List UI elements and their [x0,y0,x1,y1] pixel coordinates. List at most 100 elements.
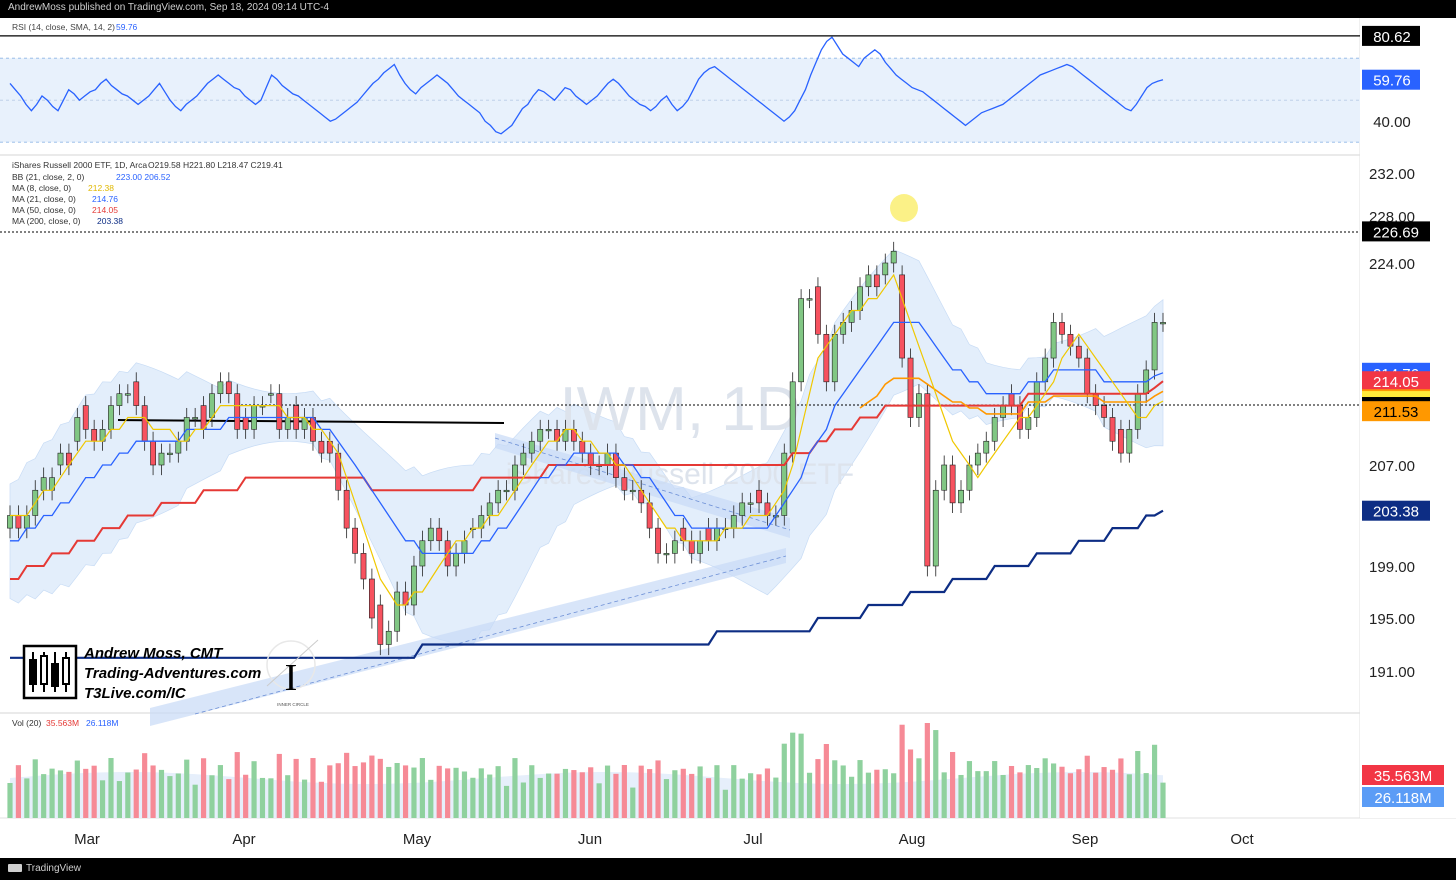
candle[interactable] [57,443,64,476]
candle[interactable] [1075,336,1082,368]
candle[interactable] [343,480,350,539]
candle[interactable] [865,265,872,297]
candle[interactable] [924,384,931,577]
candle[interactable] [427,518,434,551]
candle[interactable] [806,289,813,309]
candle[interactable] [225,372,232,404]
candle[interactable] [495,480,502,513]
candle[interactable] [234,384,241,439]
high-highlight-marker[interactable] [890,194,918,222]
volume-bar [285,775,291,818]
candle[interactable] [974,443,981,476]
candle[interactable] [503,480,510,501]
volume-bar [41,774,47,818]
price-axis[interactable]: 80.6259.7640.00232.00228.00224.00207.001… [1360,18,1456,818]
candle[interactable] [394,581,401,642]
candle[interactable] [747,492,754,513]
candle[interactable] [352,518,358,564]
candle[interactable] [385,620,392,656]
candle[interactable] [520,443,527,476]
volume-bar [882,769,888,818]
wedge-lower-midline[interactable] [194,555,787,715]
rsi-pane[interactable]: RSI (14, close, SMA, 14, 2) 59.76 [0,22,1360,143]
volume-ma-area [10,772,1163,818]
candle[interactable] [1059,312,1065,344]
candle[interactable] [621,467,628,501]
candle[interactable] [360,543,367,590]
candle-body [377,604,384,645]
candle[interactable] [1151,312,1158,380]
wedge-upper-band[interactable] [495,433,790,538]
candle[interactable] [124,384,131,404]
candle[interactable] [411,555,417,616]
candle[interactable] [116,384,123,416]
candle-body [385,630,392,645]
candle[interactable] [1118,419,1124,463]
candle[interactable] [1025,407,1032,439]
time-axis[interactable]: Mar Apr May Jun Jul Aug Sep Oct [74,831,1254,848]
volume-bar [975,771,981,818]
candle[interactable] [1126,419,1133,463]
candle[interactable] [932,480,939,577]
candle[interactable] [369,568,375,629]
candles-group[interactable] [7,241,1166,656]
candle[interactable] [949,455,956,513]
candle[interactable] [739,492,746,526]
candle[interactable] [798,289,804,392]
wedge-upper-midline[interactable] [494,437,791,531]
volume-bar [1143,773,1149,818]
volume-pane[interactable]: Vol (20) 35.563M 26.118M [7,718,1166,818]
candle[interactable] [537,419,544,451]
candle[interactable] [276,384,283,439]
candle[interactable] [815,277,821,344]
candle[interactable] [377,594,384,656]
candle[interactable] [158,443,165,476]
candle[interactable] [268,384,274,404]
volume-bar [663,779,670,818]
candle-body [1118,429,1124,454]
candle[interactable] [941,455,948,501]
candle[interactable] [983,431,990,463]
month-label: Jun [578,831,602,848]
candle[interactable] [789,372,796,463]
candle[interactable] [991,407,998,451]
candle[interactable] [629,480,636,501]
candle[interactable] [528,431,535,463]
candle[interactable] [958,480,964,513]
candle[interactable] [899,265,905,368]
candle[interactable] [882,253,889,285]
candle-body [1000,405,1006,418]
candle[interactable] [217,372,224,404]
candle[interactable] [655,518,661,564]
candle[interactable] [907,348,914,427]
candle[interactable] [873,265,880,297]
chart-svg[interactable]: RSI (14, close, SMA, 14, 2) 59.76 IWM, 1… [0,18,1456,858]
candle[interactable] [1109,407,1116,451]
candle[interactable] [823,324,830,392]
candle[interactable] [82,396,89,439]
volume-bar [672,770,678,818]
volume-bar [402,765,409,818]
candle-body [1025,417,1032,430]
candle[interactable] [890,241,897,273]
candle-body [941,464,948,491]
candle[interactable] [1160,312,1166,332]
volume-bar [142,753,148,818]
candle[interactable] [74,407,81,451]
candle[interactable] [167,443,173,463]
candle[interactable] [192,407,199,427]
candle[interactable] [133,372,140,416]
candle[interactable] [1050,312,1057,368]
chart-panel[interactable]: RSI (14, close, SMA, 14, 2) 59.76 IWM, 1… [0,18,1456,858]
price-pane[interactable]: IWM, 1D iShares Russell 2000 ETF [0,160,1360,726]
candle[interactable] [663,543,670,564]
candle[interactable] [756,480,762,513]
volume-bar [933,730,939,818]
candle[interactable] [436,518,443,551]
candle[interactable] [671,530,678,564]
candle-body [150,440,156,466]
candle-body [798,298,804,383]
volume-bar [992,761,998,818]
candle[interactable] [545,419,552,439]
candle[interactable] [318,431,325,463]
